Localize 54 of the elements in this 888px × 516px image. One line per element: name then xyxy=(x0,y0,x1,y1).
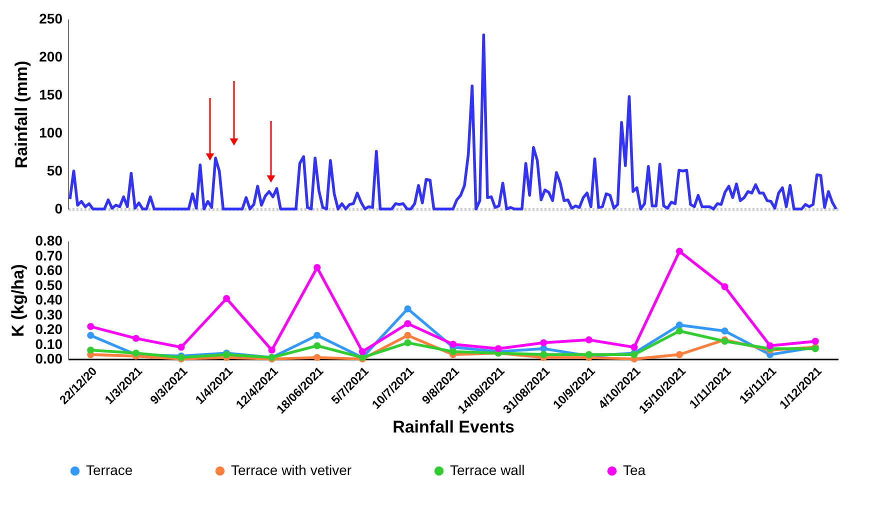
point xyxy=(812,338,819,345)
point xyxy=(540,339,548,346)
point xyxy=(178,344,185,351)
y-tick-label: 0.80 xyxy=(35,232,63,248)
point xyxy=(676,322,684,329)
y-tick-label: 100 xyxy=(39,124,63,140)
point xyxy=(540,351,548,358)
y-tick-label: 250 xyxy=(39,10,63,26)
legend-label: Terrace with vetiver xyxy=(231,462,352,478)
y-tick-label: 0.30 xyxy=(35,306,63,322)
point xyxy=(314,354,321,362)
y-tick-label: 50 xyxy=(46,162,63,178)
point xyxy=(676,327,684,335)
point xyxy=(404,320,412,328)
point xyxy=(268,346,276,354)
point xyxy=(132,334,140,342)
line-series xyxy=(68,34,838,210)
y-tick-label: 0.50 xyxy=(35,276,63,293)
point xyxy=(87,323,94,330)
legend-label: Tea xyxy=(623,462,646,478)
point xyxy=(721,327,728,335)
point xyxy=(87,346,94,354)
legend-label: Terrace wall xyxy=(450,462,525,478)
y-axis-title: K (kg/ha) xyxy=(8,264,28,337)
point xyxy=(87,332,94,339)
point xyxy=(222,294,230,302)
point xyxy=(494,345,502,352)
y-tick-label: 200 xyxy=(39,48,63,64)
point xyxy=(721,283,728,290)
point xyxy=(449,348,457,356)
y-tick-label: 0.10 xyxy=(35,336,63,352)
point xyxy=(676,248,684,255)
y-tick-label: 0 xyxy=(54,200,63,216)
y-tick-label: 0.00 xyxy=(35,350,63,366)
point xyxy=(676,351,684,358)
point xyxy=(314,342,321,350)
legend-label: Terrace xyxy=(86,462,133,478)
point xyxy=(358,348,366,356)
point xyxy=(585,336,592,344)
point xyxy=(404,305,412,312)
point xyxy=(630,344,638,351)
point xyxy=(404,339,412,346)
point xyxy=(449,340,457,348)
y-axis-title: Rainfall (mm) xyxy=(12,60,32,168)
y-tick-label: 0.70 xyxy=(35,247,63,264)
y-tick-label: 0.60 xyxy=(35,262,63,278)
y-tick-label: 150 xyxy=(39,86,63,102)
point xyxy=(314,332,321,339)
x-axis-title: Rainfall Events xyxy=(392,418,514,437)
point xyxy=(404,332,412,339)
y-tick-label: 0.20 xyxy=(35,321,63,337)
point xyxy=(314,264,321,272)
point xyxy=(766,342,774,350)
y-tick-label: 0.40 xyxy=(35,292,63,308)
